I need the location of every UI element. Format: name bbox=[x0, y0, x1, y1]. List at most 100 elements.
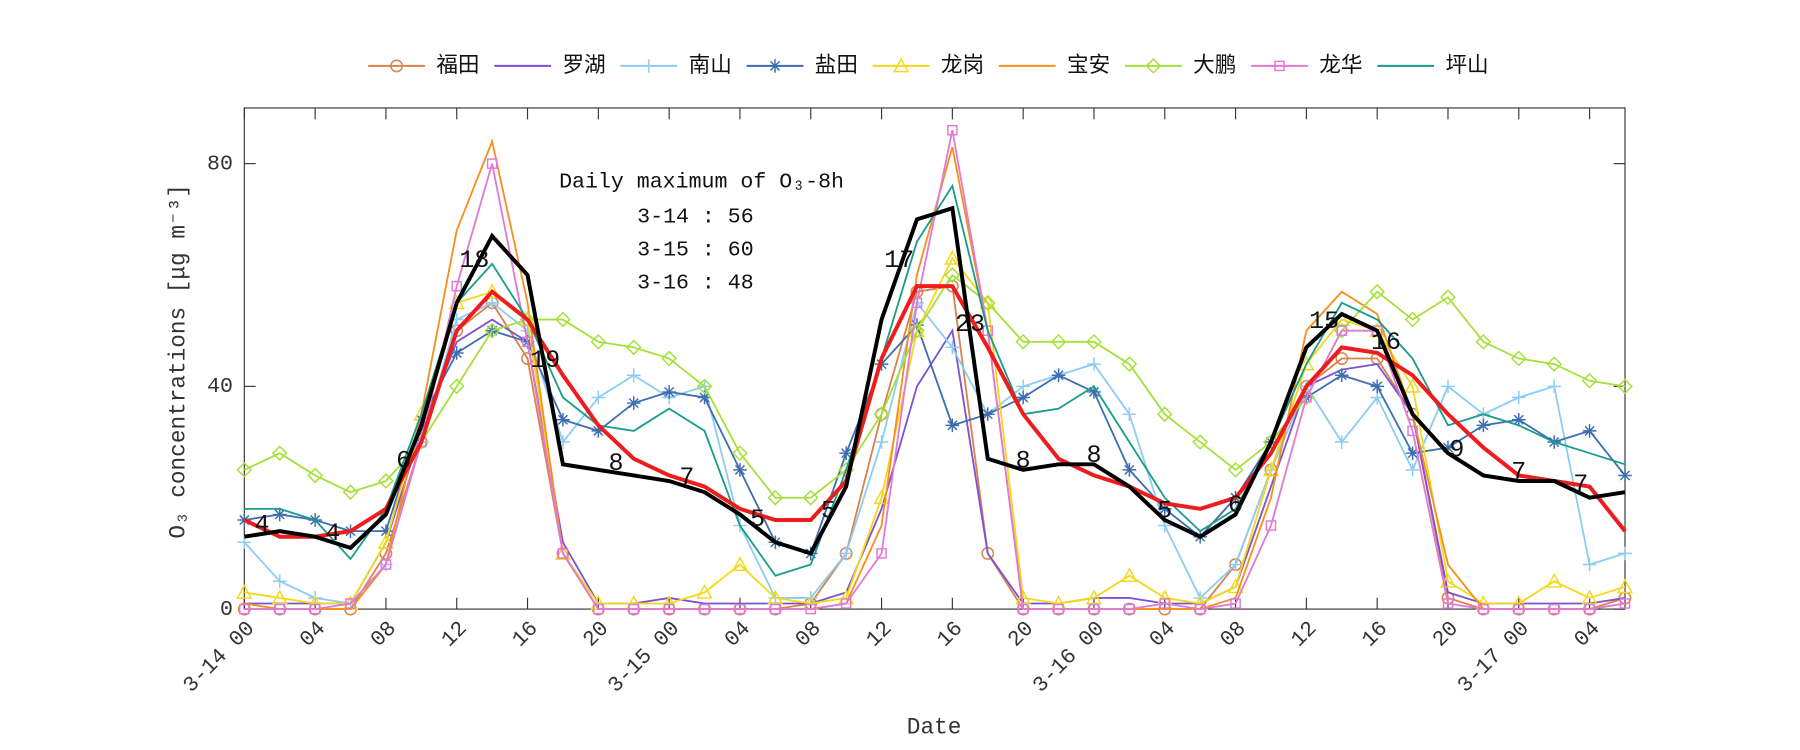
plot-frame bbox=[243, 107, 1626, 610]
marker bbox=[1442, 598, 1454, 609]
marker bbox=[380, 559, 392, 570]
legend-marker bbox=[893, 57, 910, 73]
marker bbox=[556, 412, 570, 427]
marker bbox=[1548, 603, 1560, 615]
y-tick-label: 0 bbox=[220, 598, 233, 622]
marker bbox=[591, 390, 606, 405]
point-label: 6 bbox=[396, 446, 411, 475]
marker bbox=[1159, 598, 1171, 609]
marker bbox=[734, 603, 746, 615]
marker bbox=[1016, 390, 1030, 405]
marker bbox=[236, 462, 253, 478]
marker bbox=[448, 378, 465, 395]
marker bbox=[1510, 350, 1527, 367]
marker bbox=[945, 340, 960, 355]
marker bbox=[1405, 446, 1420, 461]
marker bbox=[876, 548, 887, 559]
marker bbox=[1194, 603, 1206, 615]
marker bbox=[1017, 603, 1029, 615]
marker bbox=[1336, 325, 1348, 336]
marker bbox=[377, 533, 394, 549]
x-tick-label: 3-16 00 bbox=[1029, 617, 1110, 698]
marker bbox=[307, 467, 323, 484]
x-tick-label: 3-14 00 bbox=[179, 617, 260, 698]
marker bbox=[980, 407, 995, 422]
marker bbox=[1298, 355, 1315, 371]
marker bbox=[557, 548, 569, 559]
marker bbox=[696, 584, 713, 599]
marker bbox=[1230, 598, 1241, 609]
marker bbox=[1121, 567, 1138, 583]
marker bbox=[272, 574, 287, 589]
series-line bbox=[244, 323, 1626, 555]
marker bbox=[1335, 352, 1349, 365]
marker bbox=[1086, 333, 1102, 350]
marker bbox=[1581, 372, 1598, 389]
legend-label: 罗湖 bbox=[563, 53, 606, 78]
series-line bbox=[244, 256, 1626, 605]
x-tick-label: 16 bbox=[933, 617, 968, 652]
point-label: 7 bbox=[1573, 470, 1588, 499]
marker bbox=[1546, 356, 1563, 372]
marker bbox=[1124, 603, 1135, 615]
marker bbox=[626, 396, 641, 410]
marker bbox=[699, 603, 710, 615]
marker bbox=[1439, 572, 1457, 588]
marker bbox=[1513, 603, 1525, 615]
legend-marker bbox=[768, 59, 782, 73]
legend-marker bbox=[390, 59, 404, 73]
legend-label: 盐田 bbox=[815, 53, 858, 78]
y-tick-label: 40 bbox=[207, 375, 233, 399]
marker bbox=[1619, 598, 1631, 609]
y-tick-label: 80 bbox=[207, 152, 233, 176]
marker bbox=[342, 484, 359, 501]
marker bbox=[1121, 356, 1138, 372]
marker bbox=[1088, 603, 1100, 615]
legend-label: 龙华 bbox=[1319, 53, 1362, 78]
marker bbox=[237, 535, 252, 550]
marker bbox=[484, 322, 500, 339]
x-tick-label: 04 bbox=[1570, 617, 1605, 652]
marker bbox=[944, 249, 961, 265]
x-tick-label: 08 bbox=[791, 617, 826, 652]
marker bbox=[239, 603, 250, 615]
marker bbox=[767, 489, 784, 506]
marker bbox=[1334, 368, 1349, 383]
marker bbox=[1122, 407, 1137, 422]
x-tick-label: 12 bbox=[437, 617, 472, 652]
point-label: 9 bbox=[1449, 435, 1464, 464]
marker bbox=[345, 598, 356, 609]
marker bbox=[271, 589, 288, 605]
legend-label: 南山 bbox=[689, 53, 732, 78]
x-tick-label: 16 bbox=[508, 617, 543, 652]
point-label: 7 bbox=[1511, 458, 1526, 487]
point-label: 6 bbox=[1228, 491, 1243, 520]
legend-marker bbox=[1145, 58, 1162, 74]
series-line bbox=[244, 318, 1626, 605]
marker bbox=[1546, 572, 1563, 588]
marker bbox=[697, 390, 712, 405]
marker bbox=[1616, 578, 1634, 594]
series-line bbox=[244, 130, 1626, 611]
x-tick-label: 16 bbox=[1358, 617, 1393, 652]
marker bbox=[663, 603, 675, 615]
series-line bbox=[243, 273, 1626, 499]
marker bbox=[625, 339, 642, 356]
point-label: 16 bbox=[1371, 328, 1401, 357]
point-label: 18 bbox=[459, 246, 489, 275]
point-label: 17 bbox=[884, 246, 914, 275]
marker bbox=[1085, 589, 1103, 605]
marker bbox=[379, 524, 393, 538]
marker bbox=[626, 368, 641, 383]
marker bbox=[945, 418, 960, 433]
marker bbox=[1265, 520, 1277, 531]
marker bbox=[874, 435, 889, 449]
marker bbox=[554, 545, 571, 560]
legend-label: 福田 bbox=[436, 53, 479, 78]
marker bbox=[1053, 603, 1064, 615]
x-tick-label: 20 bbox=[1004, 617, 1039, 652]
x-tick-label: 12 bbox=[1287, 617, 1322, 652]
x-tick-label: 20 bbox=[1429, 617, 1464, 652]
legend-label: 大鹏 bbox=[1193, 53, 1236, 78]
marker bbox=[451, 280, 463, 292]
